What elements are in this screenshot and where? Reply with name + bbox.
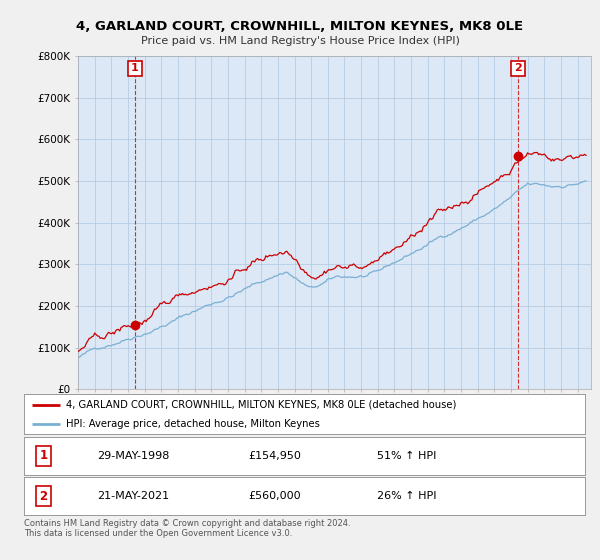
Text: 1: 1 (131, 63, 139, 73)
Text: 26% ↑ HPI: 26% ↑ HPI (377, 491, 437, 501)
Text: 29-MAY-1998: 29-MAY-1998 (97, 451, 169, 461)
Text: This data is licensed under the Open Government Licence v3.0.: This data is licensed under the Open Gov… (24, 529, 292, 538)
Text: 4, GARLAND COURT, CROWNHILL, MILTON KEYNES, MK8 0LE: 4, GARLAND COURT, CROWNHILL, MILTON KEYN… (76, 20, 524, 32)
Text: Contains HM Land Registry data © Crown copyright and database right 2024.: Contains HM Land Registry data © Crown c… (24, 519, 350, 528)
Text: HPI: Average price, detached house, Milton Keynes: HPI: Average price, detached house, Milt… (66, 419, 320, 429)
Text: 51% ↑ HPI: 51% ↑ HPI (377, 451, 437, 461)
Text: 2: 2 (514, 63, 522, 73)
Text: 4, GARLAND COURT, CROWNHILL, MILTON KEYNES, MK8 0LE (detached house): 4, GARLAND COURT, CROWNHILL, MILTON KEYN… (66, 400, 457, 410)
Text: £560,000: £560,000 (248, 491, 301, 501)
Text: Price paid vs. HM Land Registry's House Price Index (HPI): Price paid vs. HM Land Registry's House … (140, 36, 460, 46)
Text: 1: 1 (40, 449, 47, 463)
Text: £154,950: £154,950 (248, 451, 301, 461)
Text: 2: 2 (40, 489, 47, 503)
Text: 21-MAY-2021: 21-MAY-2021 (97, 491, 169, 501)
